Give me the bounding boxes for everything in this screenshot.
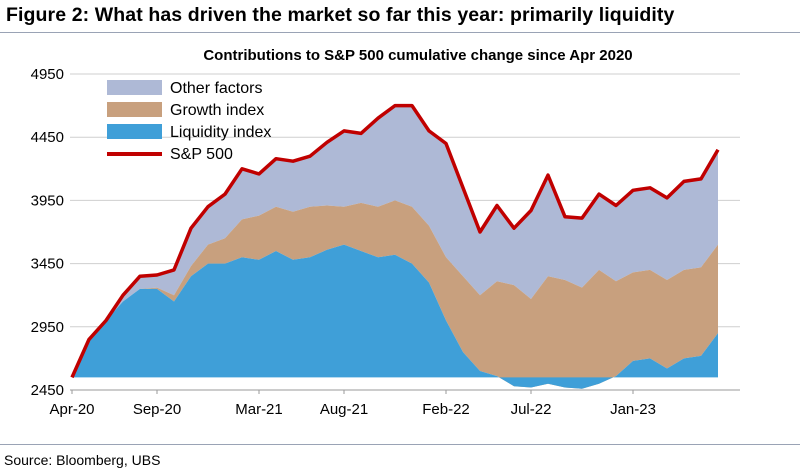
line-series [70,103,720,379]
legend-label: Other factors [170,80,262,97]
x-tick-label: Apr-20 [49,401,94,418]
y-tick-label: 3450 [31,256,64,273]
line-sp500 [70,103,720,379]
chart-title: Contributions to S&P 500 cumulative chan… [203,47,632,64]
x-tick-label: Mar-21 [235,401,283,418]
area-growth-index [72,200,718,389]
y-tick-label: 2450 [31,382,64,399]
area-liquidity-index [72,244,718,389]
title-rule [0,32,800,33]
stacked-areas [72,105,718,389]
x-tick-label: Aug-21 [320,401,368,418]
legend-label: Growth index [170,102,264,119]
x-tick-label: Jan-23 [610,401,656,418]
legend-swatch-liquidity-index [107,124,162,139]
area-other-factors [72,105,718,378]
legend-swatch-growth-index [107,102,162,117]
y-tick-label: 2950 [31,319,64,336]
x-tick-label: Sep-20 [133,401,181,418]
y-tick-label: 3950 [31,192,64,209]
figure-title: Figure 2: What has driven the market so … [6,4,675,26]
x-tick-label: Feb-22 [422,401,470,418]
axes: 2450 2950 3450 3950 4450 4950 Apr-20 Sep-20 Mar-… [31,66,740,418]
x-tick-label: Jul-22 [511,401,552,418]
legend-label: Liquidity index [170,124,271,141]
legend-swatch-other-factors [107,80,162,95]
y-tick-label: 4450 [31,129,64,146]
source-rule [0,444,800,445]
legend-label: S&P 500 [170,146,233,163]
legend: Other factors Growth index Liquidity index… [107,80,271,163]
source-note: Source: Bloomberg, UBS [4,452,161,468]
y-tick-label: 4950 [31,66,64,83]
